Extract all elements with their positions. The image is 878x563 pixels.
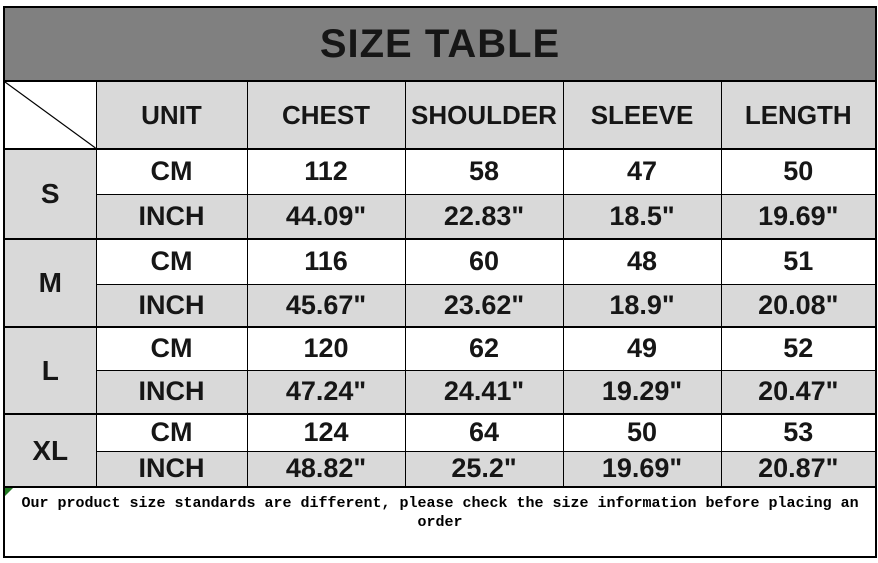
size-label-xl: XL <box>3 413 97 488</box>
value-cell: 49 <box>562 326 722 371</box>
col-header-sleeve: SLEEVE <box>562 80 722 150</box>
value-cell: 52 <box>720 326 878 371</box>
value-cell: 48 <box>562 238 722 285</box>
unit-label: CM <box>95 413 248 452</box>
size-label-m: M <box>3 238 97 328</box>
unit-label: CM <box>95 238 248 285</box>
footer-note-cell: Our product size standards are different… <box>2 486 878 558</box>
header-row: UNIT CHEST SHOULDER SLEEVE LENGTH <box>3 80 878 150</box>
corner-diagonal-cell <box>3 80 97 150</box>
row-l-inch: INCH 47.24" 24.41" 19.29" 20.47" <box>4 369 878 415</box>
unit-label: CM <box>95 326 248 371</box>
value-cell: 50 <box>562 413 722 452</box>
col-header-chest: CHEST <box>246 80 406 150</box>
diagonal-line-icon <box>5 82 96 148</box>
footer-row: Our product size standards are different… <box>2 486 878 558</box>
value-cell: 124 <box>246 413 406 452</box>
row-xl-inch: INCH 48.82" 25.2" 19.69" 20.87" <box>4 450 878 488</box>
row-xl-cm: XL CM 124 64 50 53 <box>3 413 878 488</box>
unit-label: INCH <box>95 283 248 328</box>
value-cell: 48.82" <box>246 450 406 488</box>
row-l-cm: L CM 120 62 49 52 <box>3 326 878 415</box>
size-label-l: L <box>3 326 97 415</box>
row-s-cm: S CM 112 58 47 50 <box>3 148 878 240</box>
value-cell: 45.67" <box>246 283 406 328</box>
value-cell: 53 <box>720 413 878 452</box>
value-cell: 50 <box>720 148 878 195</box>
value-cell: 19.29" <box>562 369 722 415</box>
value-cell: 25.2" <box>404 450 564 488</box>
value-cell: 19.69" <box>562 450 722 488</box>
row-s-inch: INCH 44.09" 22.83" 18.5" 19.69" <box>4 193 878 240</box>
unit-label: INCH <box>95 193 248 240</box>
value-cell: 58 <box>404 148 564 195</box>
row-m-inch: INCH 45.67" 23.62" 18.9" 20.08" <box>4 283 878 328</box>
value-cell: 60 <box>404 238 564 285</box>
size-table: SIZE TABLE UNIT CHEST SHOULDER SLEEVE LE… <box>2 6 878 558</box>
unit-label: CM <box>95 148 248 195</box>
value-cell: 116 <box>246 238 406 285</box>
cell-corner-marker-icon <box>6 489 13 496</box>
col-header-length: LENGTH <box>720 80 878 150</box>
value-cell: 120 <box>246 326 406 371</box>
value-cell: 47 <box>562 148 722 195</box>
col-header-shoulder: SHOULDER <box>404 80 564 150</box>
footer-note-text: Our product size standards are different… <box>21 495 859 531</box>
value-cell: 18.9" <box>562 283 722 328</box>
col-header-unit: UNIT <box>95 80 248 150</box>
unit-label: INCH <box>95 450 248 488</box>
size-label-s: S <box>3 148 97 240</box>
value-cell: 112 <box>246 148 406 195</box>
value-cell: 20.08" <box>720 283 878 328</box>
value-cell: 22.83" <box>404 193 564 240</box>
value-cell: 24.41" <box>404 369 564 415</box>
row-m-cm: M CM 116 60 48 51 <box>3 238 878 328</box>
table-title: SIZE TABLE <box>2 6 878 82</box>
value-cell: 23.62" <box>404 283 564 328</box>
value-cell: 47.24" <box>246 369 406 415</box>
value-cell: 19.69" <box>720 193 878 240</box>
value-cell: 20.87" <box>720 450 878 488</box>
value-cell: 18.5" <box>562 193 722 240</box>
value-cell: 51 <box>720 238 878 285</box>
value-cell: 64 <box>404 413 564 452</box>
value-cell: 44.09" <box>246 193 406 240</box>
unit-label: INCH <box>95 369 248 415</box>
value-cell: 62 <box>404 326 564 371</box>
value-cell: 20.47" <box>720 369 878 415</box>
title-row: SIZE TABLE <box>2 6 878 82</box>
